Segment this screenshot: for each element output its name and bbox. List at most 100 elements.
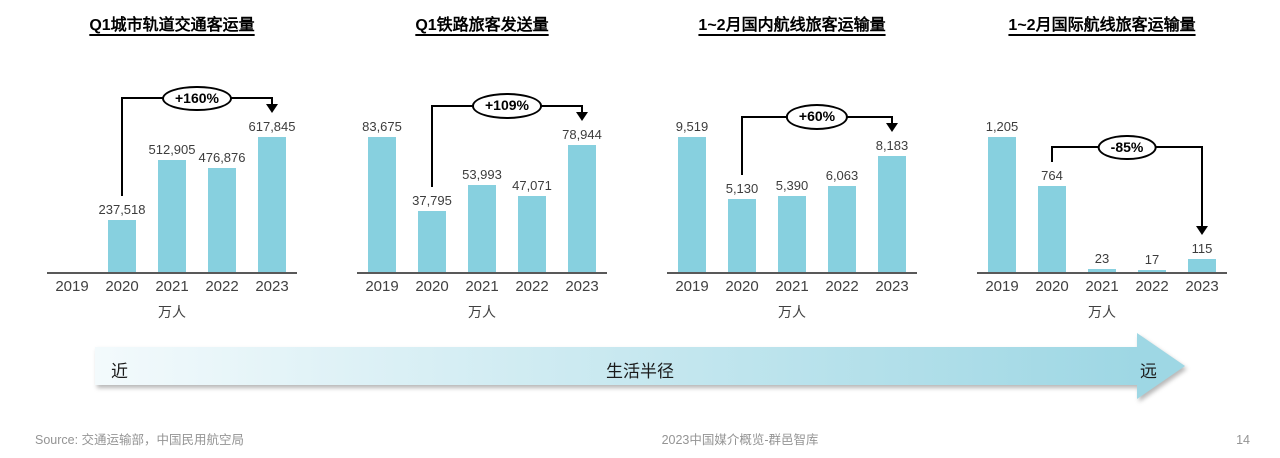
value-label: 512,905 (148, 141, 196, 157)
bar-2022 (1138, 270, 1166, 272)
year-label: 2019 (675, 278, 709, 295)
chart-title: 1~2月国际航线旅客运输量 (1008, 17, 1196, 34)
year-label: 2022 (825, 278, 859, 295)
year-label: 2020 (105, 278, 139, 295)
bar-2019 (368, 137, 396, 272)
bar-2020 (108, 220, 136, 272)
year-label: 2022 (1135, 278, 1169, 295)
value-label: 115 (1191, 241, 1213, 257)
value-label: 617,845 (248, 119, 296, 134)
arrow-body (95, 347, 1137, 385)
unit-label: 万人 (778, 304, 806, 320)
chart-plot: 9,519 5,130 5,390 6,063 8,183 +60% (667, 82, 917, 274)
year-label: 2023 (1185, 278, 1219, 295)
annotation-to-line (581, 104, 583, 113)
value-label: 6,063 (825, 168, 859, 184)
bar-2020 (418, 211, 446, 272)
bar-2023 (878, 155, 906, 272)
value-label: 37,795 (412, 193, 452, 209)
annotation-to-line (271, 97, 273, 105)
year-axis: 2019 2020 2021 2022 2023 (667, 278, 917, 295)
value-label: 8,183 (875, 137, 909, 153)
year-label: 2021 (465, 278, 499, 295)
bar-2019 (988, 137, 1016, 272)
bar-2022 (518, 196, 546, 272)
year-label: 2019 (985, 278, 1019, 295)
bar-2021 (1088, 269, 1116, 272)
chart-plot: 83,675 37,795 53,993 47,071 78,944 +109% (357, 82, 607, 274)
year-axis: 2019 2020 2021 2022 2023 (357, 278, 607, 295)
year-label: 2021 (1085, 278, 1119, 295)
value-label: 78,944 (562, 126, 602, 142)
year-label: 2021 (775, 278, 809, 295)
unit-label: 万人 (158, 304, 186, 320)
value-label: 23 (1094, 251, 1110, 267)
bar-2021 (468, 184, 496, 272)
bar-2020 (1038, 186, 1066, 272)
slide-footer: Source: 交通运输部，中国民用航空局 2023中国媒介概览-群邑智库 14 (0, 429, 1280, 448)
arrow-center-label: 生活半径 (606, 362, 674, 381)
bar-2020 (728, 199, 756, 272)
arrow-near-label: 近 (111, 362, 128, 381)
bar-2021 (158, 159, 186, 272)
annotation-from-line (1051, 146, 1053, 163)
annotation-arrowhead-icon (576, 111, 588, 121)
annotation-from-line (431, 104, 433, 188)
annotation-arrowhead-icon (1196, 226, 1208, 236)
chart-plot: 237,518 512,905 476,876 617,845 +160% (47, 82, 297, 274)
footer-page-number: 14 (1236, 433, 1250, 447)
unit-label: 万人 (1088, 304, 1116, 320)
year-axis: 2019 2020 2021 2022 2023 (47, 278, 297, 295)
bar-2021 (778, 195, 806, 272)
year-label: 2019 (55, 278, 89, 295)
annotation-arrowhead-icon (266, 104, 278, 113)
value-label: 237,518 (98, 202, 146, 218)
charts-row: Q1城市轨道交通客运量 237,518 512,905 476,876 617,845 +… (22, 14, 1252, 322)
year-label: 2020 (415, 278, 449, 295)
footer-publication: 2023中国媒介概览-群邑智库 (661, 433, 819, 447)
value-label: 47,071 (512, 178, 552, 194)
annotation-to-line (1201, 146, 1203, 228)
year-label: 2022 (515, 278, 549, 295)
year-label: 2023 (255, 278, 289, 295)
life-radius-arrow: 近 生活半径 远 (95, 333, 1185, 399)
annotation-badge: +60% (785, 104, 849, 130)
year-axis: 2019 2020 2021 2022 2023 (977, 278, 1227, 295)
value-label: 764 (1041, 168, 1063, 184)
annotation-badge: -85% (1097, 134, 1157, 161)
chart-plot: 1,205 764 23 17 115 -85% (977, 82, 1227, 274)
bar-2023 (258, 137, 286, 272)
value-label: 83,675 (362, 119, 402, 134)
value-label: 1,205 (985, 119, 1019, 134)
chart-title: Q1城市轨道交通客运量 (89, 17, 255, 34)
value-label: 5,390 (775, 177, 809, 193)
value-label: 476,876 (198, 149, 246, 165)
chart-3: 1~2月国内航线旅客运输量 9,519 5,130 5,390 6,063 8,183 +6… (642, 14, 942, 322)
value-label: 9,519 (675, 119, 709, 134)
annotation-from-line (121, 97, 123, 197)
bar-2023 (1188, 259, 1216, 272)
annotation-badge: +160% (162, 85, 232, 111)
annotation-arrowhead-icon (886, 122, 898, 132)
bar-2023 (568, 144, 596, 272)
year-label: 2023 (875, 278, 909, 295)
year-label: 2022 (205, 278, 239, 295)
value-label: 17 (1144, 252, 1160, 267)
year-label: 2023 (565, 278, 599, 295)
value-label: 5,130 (725, 181, 759, 197)
annotation-from-line (741, 115, 743, 176)
chart-title: Q1铁路旅客发送量 (415, 17, 549, 34)
bar-2022 (828, 186, 856, 272)
unit-label: 万人 (468, 304, 496, 320)
year-label: 2020 (725, 278, 759, 295)
footer-source: Source: 交通运输部，中国民用航空局 (35, 433, 245, 447)
chart-title: 1~2月国内航线旅客运输量 (698, 17, 886, 34)
bar-2022 (208, 167, 236, 272)
chart-4: 1~2月国际航线旅客运输量 1,205 764 23 17 115 -85% 2019 2020… (952, 14, 1252, 322)
bar-2019 (678, 137, 706, 272)
year-label: 2019 (365, 278, 399, 295)
annotation-to-line (891, 115, 893, 124)
value-label: 53,993 (462, 166, 502, 182)
arrow-far-label: 远 (1140, 362, 1157, 381)
year-label: 2020 (1035, 278, 1069, 295)
